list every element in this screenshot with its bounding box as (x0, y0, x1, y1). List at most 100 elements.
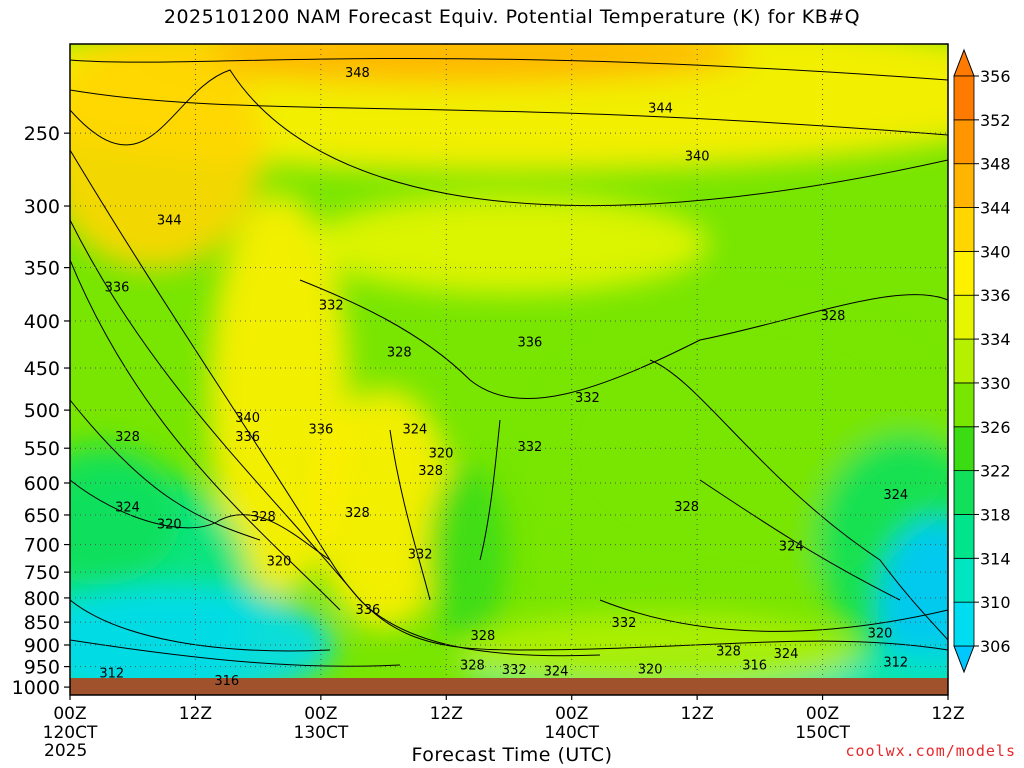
y-tick-label: 450 (24, 358, 60, 380)
y-tick-label: 600 (24, 473, 60, 495)
contour-label: 316 (742, 659, 767, 674)
colorbar-label: 310 (980, 593, 1011, 612)
contour-labels: 348 344 340 344 336 332 336 328 328 332 340 336 336 3… (99, 66, 908, 689)
y-tick-label: 950 (24, 657, 60, 679)
y-tick-label: 300 (24, 196, 60, 218)
colorbar-label: 340 (980, 242, 1011, 261)
contour-label: 324 (403, 423, 428, 438)
x-tick-year: 2025 (44, 741, 87, 761)
field-region (209, 193, 350, 594)
plot-area (70, 44, 948, 678)
contour-label: 348 (345, 66, 370, 81)
colorbar-segment (953, 557, 975, 603)
contour-label: 344 (157, 213, 182, 228)
contour-label: 324 (779, 539, 804, 554)
contour-label: 320 (157, 518, 182, 533)
y-tick-label: 350 (24, 258, 60, 280)
colorbar-label: 344 (980, 199, 1011, 218)
contour-label: 328 (821, 309, 846, 324)
colorbar-label: 348 (980, 155, 1011, 174)
contour-label: 340 (235, 411, 260, 426)
y-axis: 2503003504004505005506006507007508008509… (12, 123, 70, 699)
y-tick-label: 250 (24, 123, 60, 145)
contour-label: 328 (716, 645, 741, 660)
contour-line (649, 359, 948, 641)
y-tick-label: 800 (24, 588, 60, 610)
colorbar-label: 318 (980, 505, 1011, 524)
x-tick-date: 140CT (544, 723, 599, 743)
contour-line (70, 399, 261, 541)
x-tick-label: 12Z (430, 704, 463, 724)
contour-line (70, 69, 948, 207)
colorbar-label: 306 (980, 637, 1011, 656)
colorbar: 306 310 314 318 322 326 330 334 336 340 344 348 352 3… (953, 48, 1011, 674)
x-tick-label: 12Z (681, 704, 714, 724)
contour-label: 336 (517, 335, 542, 350)
credit-text: coolwx.com/models (845, 742, 1016, 760)
contour-label: 328 (418, 464, 443, 479)
plot-frame (69, 43, 949, 696)
contour-label: 312 (99, 666, 124, 681)
contour-line (70, 259, 341, 611)
colorbar-segment (953, 294, 975, 340)
colorbar-segment (953, 163, 975, 208)
contour-label: 340 (685, 149, 710, 164)
y-tick-label: 700 (24, 535, 60, 557)
field-region (146, 44, 747, 84)
contour-label: 332 (575, 391, 600, 406)
colorbar-segment (953, 75, 975, 121)
y-tick-label: 400 (24, 311, 60, 333)
colorbar-segment (953, 514, 975, 559)
contour-line (70, 599, 331, 652)
field-region (70, 585, 335, 678)
contour-label: 324 (883, 488, 908, 503)
colorbar-top-arrow (953, 48, 975, 77)
contour-label: 324 (774, 647, 799, 662)
x-tick-label: 12Z (179, 704, 212, 724)
y-tick-label: 1000 (12, 677, 60, 699)
colorbar-label: 352 (980, 111, 1011, 130)
colorbar-label: 336 (980, 286, 1011, 305)
contour-line (599, 599, 948, 632)
contour-line (70, 149, 948, 651)
contour-label: 320 (868, 627, 893, 642)
contour-label: 312 (883, 655, 908, 670)
contour-label: 336 (105, 281, 130, 296)
contour-label: 328 (345, 506, 370, 521)
y-tick-label: 550 (24, 438, 60, 460)
contour-label: 328 (674, 500, 699, 515)
field-region (70, 44, 264, 269)
contour-label: 324 (544, 665, 569, 680)
y-tick-label: 650 (24, 505, 60, 527)
colorbar-label: 330 (980, 374, 1011, 393)
y-tick-label: 850 (24, 612, 60, 634)
contour-label: 332 (502, 663, 527, 678)
contour-label: 320 (429, 446, 454, 461)
x-tick-label: 00Z (304, 704, 337, 724)
x-tick-date: 130CT (294, 723, 349, 743)
contour-label: 332 (319, 299, 344, 314)
contour-label: 336 (235, 430, 260, 445)
contour-label: 344 (648, 101, 673, 116)
contour-label: 332 (612, 616, 637, 631)
colorbar-segment (953, 338, 975, 384)
contour-label: 336 (355, 603, 380, 618)
contour-label: 328 (460, 659, 485, 674)
contour-line (699, 479, 901, 601)
ground-terrain (70, 678, 948, 695)
colorbar-label: 326 (980, 418, 1011, 437)
colorbar-label: 334 (980, 330, 1011, 349)
contour-line (70, 479, 331, 561)
x-axis-label: Forecast Time (UTC) (411, 744, 613, 766)
colorbar-segment (953, 382, 975, 428)
contour-label: 332 (408, 548, 433, 563)
chart-title: 2025101200 NAM Forecast Equiv. Potential… (163, 6, 861, 28)
contour-label: 328 (251, 510, 276, 525)
colorbar-segment (953, 426, 975, 472)
contour-line (389, 429, 431, 601)
x-tick-label: 00Z (555, 704, 588, 724)
grid-lines (70, 44, 948, 695)
contour-lines (70, 57, 948, 667)
